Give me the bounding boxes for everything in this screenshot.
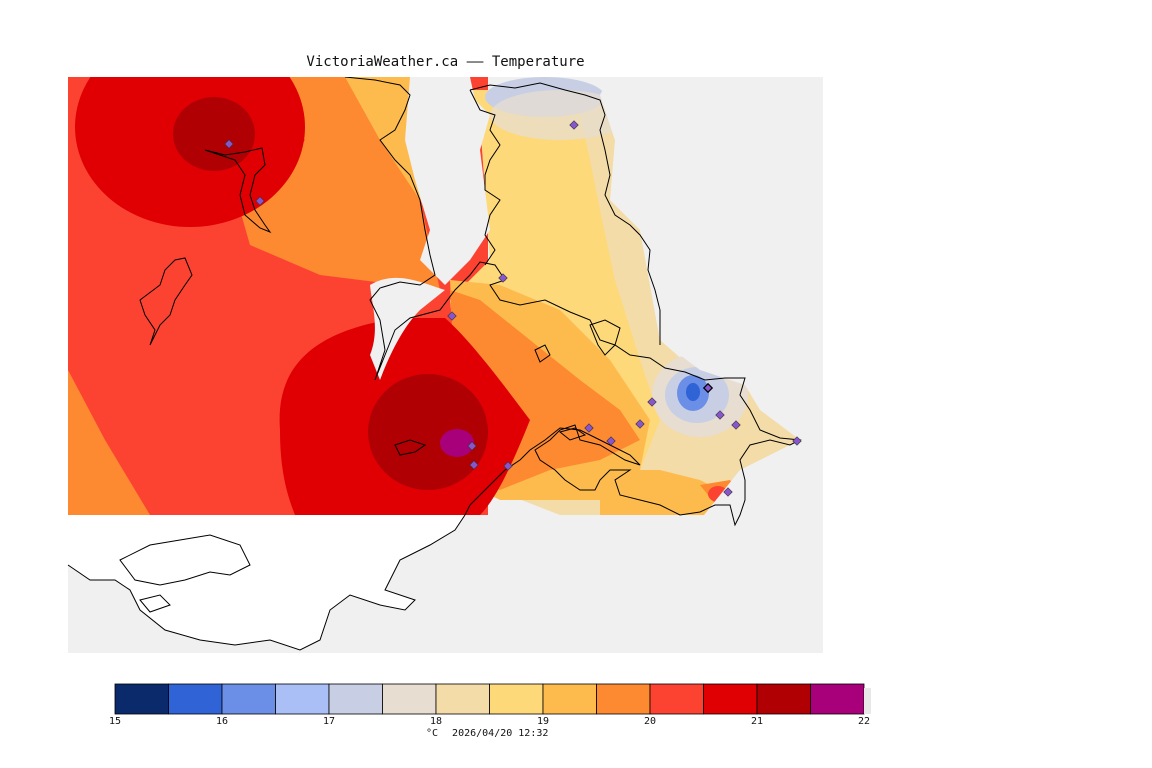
- coastlines: [139, 77, 802, 527]
- legend-tick-label: 17: [322, 716, 336, 727]
- station-marker[interactable]: [723, 487, 733, 497]
- legend-bin: [221, 683, 276, 715]
- legend-bin: [435, 683, 490, 715]
- station-marker[interactable]: [606, 436, 616, 446]
- station-marker[interactable]: [584, 423, 594, 433]
- station-marker[interactable]: [224, 139, 234, 149]
- legend-unit: °C: [426, 728, 439, 739]
- station-marker[interactable]: [467, 441, 477, 451]
- legend-shadow: [864, 688, 871, 714]
- station-marker[interactable]: [447, 311, 457, 321]
- station-marker[interactable]: [503, 461, 513, 471]
- legend-bin: [810, 683, 865, 715]
- station-marker[interactable]: [715, 410, 725, 420]
- legend-bin: [756, 683, 811, 715]
- legend-bin: [275, 683, 330, 715]
- station-marker[interactable]: [635, 419, 645, 429]
- legend-timestamp: 2026/04/20 12:32: [452, 728, 549, 739]
- legend-bin: [542, 683, 597, 715]
- legend-footer: °C 2026/04/20 12:32: [426, 728, 562, 739]
- southern-landmass: [67, 514, 466, 651]
- legend-bin: [382, 683, 437, 715]
- station-marker[interactable]: [498, 273, 508, 283]
- legend-tick-label: 19: [536, 716, 550, 727]
- legend-tick-label: 16: [215, 716, 229, 727]
- legend-tick-label: 21: [750, 716, 764, 727]
- sea-areas: [405, 77, 823, 653]
- legend-bin: [703, 683, 758, 715]
- station-marker[interactable]: [702, 382, 714, 394]
- legend-bin: [168, 683, 223, 715]
- legend-bin: [489, 683, 544, 715]
- legend-bin: [328, 683, 383, 715]
- map-title: VictoriaWeather.ca —— Temperature: [306, 54, 585, 70]
- weather-stations: [224, 120, 802, 497]
- station-marker[interactable]: [647, 397, 657, 407]
- legend-tick-label: 15: [108, 716, 122, 727]
- legend-bin: [114, 683, 169, 715]
- station-marker[interactable]: [792, 436, 802, 446]
- station-marker[interactable]: [255, 196, 265, 206]
- temperature-legend-bar: [114, 683, 865, 715]
- station-marker[interactable]: [731, 420, 741, 430]
- station-marker[interactable]: [569, 120, 579, 130]
- legend-bin: [649, 683, 704, 715]
- station-marker[interactable]: [469, 460, 479, 470]
- legend-tick-label: 20: [643, 716, 657, 727]
- legend-tick-label: 22: [857, 716, 871, 727]
- legend-tick-label: 18: [429, 716, 443, 727]
- legend-bin: [596, 683, 651, 715]
